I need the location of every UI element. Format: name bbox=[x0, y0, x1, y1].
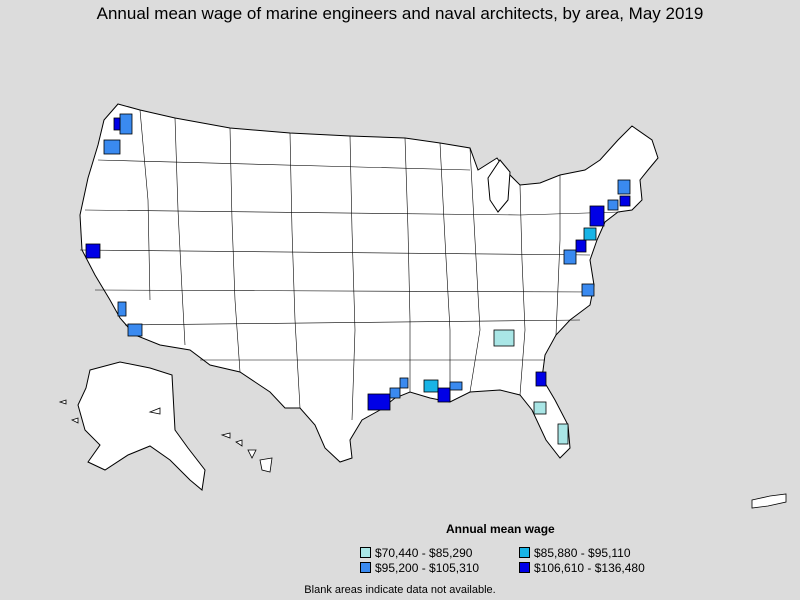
legend-label-4: $106,610 - $136,480 bbox=[534, 561, 645, 575]
orlando-area bbox=[533, 401, 547, 415]
michigan-shape bbox=[487, 159, 511, 213]
atlanta-area bbox=[493, 329, 515, 347]
legend-item-1: $70,440 - $85,290 bbox=[360, 546, 472, 560]
legend-swatch-4 bbox=[519, 562, 530, 573]
washington-area bbox=[563, 249, 577, 265]
new-york-area bbox=[589, 205, 605, 227]
seattle-area bbox=[119, 113, 133, 135]
puerto-rico-shape bbox=[751, 493, 787, 509]
legend-label-1: $70,440 - $85,290 bbox=[375, 546, 473, 560]
bremerton-area bbox=[113, 117, 121, 131]
new-orleans-area bbox=[437, 387, 451, 403]
legend-item-4: $106,610 - $136,480 bbox=[519, 561, 645, 575]
boston-area bbox=[617, 179, 631, 195]
san-diego-area bbox=[127, 323, 143, 337]
wage-areas bbox=[85, 113, 631, 445]
hawaii-shape bbox=[220, 432, 273, 473]
mobile-area bbox=[423, 379, 439, 393]
jacksonville-area bbox=[535, 371, 547, 387]
houston-area bbox=[367, 393, 391, 411]
providence-area bbox=[619, 195, 631, 207]
sf-bay-area bbox=[85, 243, 101, 259]
philadelphia-area bbox=[583, 227, 597, 241]
legend-title: Annual mean wage bbox=[446, 522, 555, 536]
la-area bbox=[117, 301, 127, 317]
lake-charles-area bbox=[399, 377, 409, 389]
legend-swatch-2 bbox=[519, 547, 530, 558]
baltimore-area bbox=[575, 239, 587, 253]
legend-item-2: $85,880 - $95,110 bbox=[519, 546, 631, 560]
footnote: Blank areas indicate data not available. bbox=[304, 584, 496, 596]
aleutian-islands bbox=[58, 399, 161, 424]
pascagoula-area bbox=[449, 381, 463, 391]
legend-item-3: $95,200 - $105,310 bbox=[360, 561, 479, 575]
miami-area bbox=[557, 423, 569, 445]
legend-label-2: $85,880 - $95,110 bbox=[534, 546, 631, 560]
area-boundaries bbox=[79, 109, 621, 421]
norfolk-area bbox=[581, 283, 595, 297]
alaska-shape bbox=[77, 361, 206, 491]
portland-area bbox=[103, 139, 121, 155]
legend-swatch-3 bbox=[360, 562, 371, 573]
legend-swatch-1 bbox=[360, 547, 371, 558]
beaumont-area bbox=[389, 387, 401, 399]
legend-label-3: $95,200 - $105,310 bbox=[375, 561, 480, 575]
map-title: Annual mean wage of marine engineers and… bbox=[96, 4, 704, 23]
new-london-area bbox=[607, 199, 619, 211]
